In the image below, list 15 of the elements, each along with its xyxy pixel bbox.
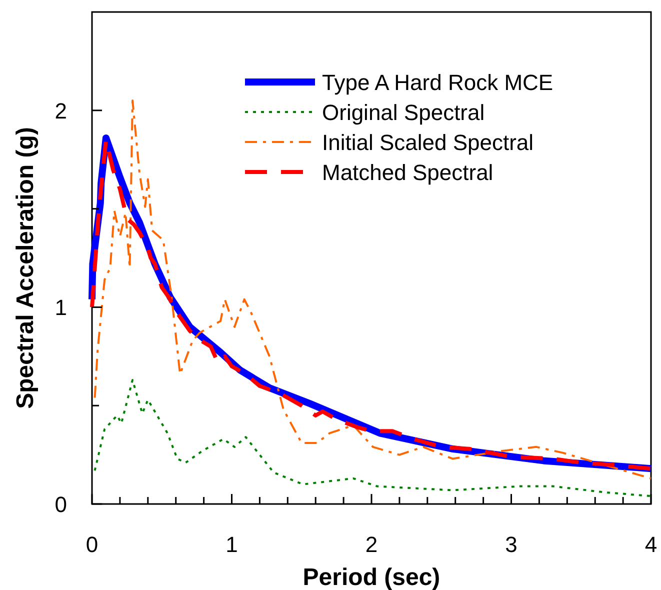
line-series <box>94 379 652 498</box>
y-tick-label: 0 <box>54 492 67 517</box>
x-tick-label: 4 <box>644 532 658 557</box>
x-axis-title: Period (sec) <box>302 564 440 590</box>
y-axis-title: Spectral Acceleration (g) <box>12 127 39 409</box>
legend-label: Matched Spectral <box>322 160 494 185</box>
legend-label: Type A Hard Rock MCE <box>322 70 554 95</box>
x-tick-label: 3 <box>505 532 518 557</box>
x-tick-label: 1 <box>226 532 238 557</box>
x-tick-label: 2 <box>365 532 378 557</box>
legend-label: Initial Scaled Spectral <box>322 130 534 155</box>
x-tick-label: 0 <box>86 532 98 557</box>
y-tick-label: 1 <box>54 295 67 320</box>
y-tick-label: 2 <box>54 98 67 124</box>
legend-label: Original Spectral <box>322 100 485 125</box>
